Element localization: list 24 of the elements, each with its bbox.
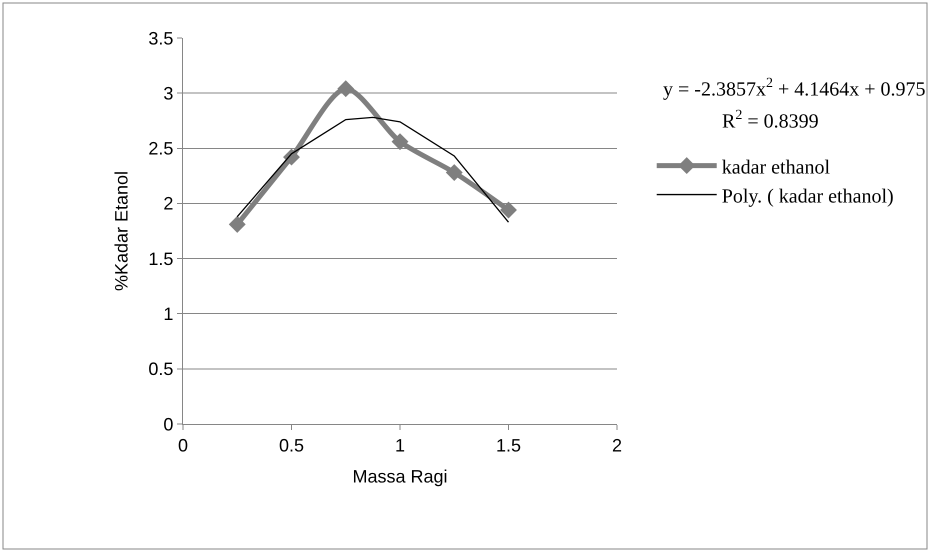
x-tick-label: 0.5 — [278, 436, 304, 456]
y-tick-label: 0 — [163, 414, 174, 434]
y-tick-label: 3 — [163, 83, 174, 104]
text: y = -2.3857x$^{2}$ + 4.1464x + 0.975 — [663, 76, 926, 100]
text: R$^{2}$ = 0.8399 — [722, 108, 819, 132]
legend-label: kadar ethanol — [722, 156, 830, 178]
y-tick-label: 2 — [163, 194, 174, 214]
y-tick-label: 1.5 — [148, 248, 174, 269]
point — [337, 80, 354, 98]
x-tick-label: 2 — [612, 436, 622, 456]
y-tick-label: 3.5 — [148, 28, 174, 48]
point — [392, 133, 408, 150]
point — [500, 202, 517, 218]
legend-label: Poly. ( kadar ethanol) — [722, 185, 894, 208]
x-tick-label: 1.5 — [496, 436, 522, 456]
x-tick-label: 0 — [178, 436, 188, 456]
y-tick-label: 0.5 — [148, 359, 174, 380]
point — [446, 164, 463, 181]
y-axis-title: %Kadar Etanol — [112, 170, 132, 292]
point — [228, 216, 246, 233]
y-tick-label: 1 — [163, 304, 174, 324]
x-axis-title: Massa Ragi — [352, 466, 448, 487]
y-tick-label: 2.5 — [148, 138, 174, 159]
x-tick-label: 1 — [394, 436, 406, 456]
